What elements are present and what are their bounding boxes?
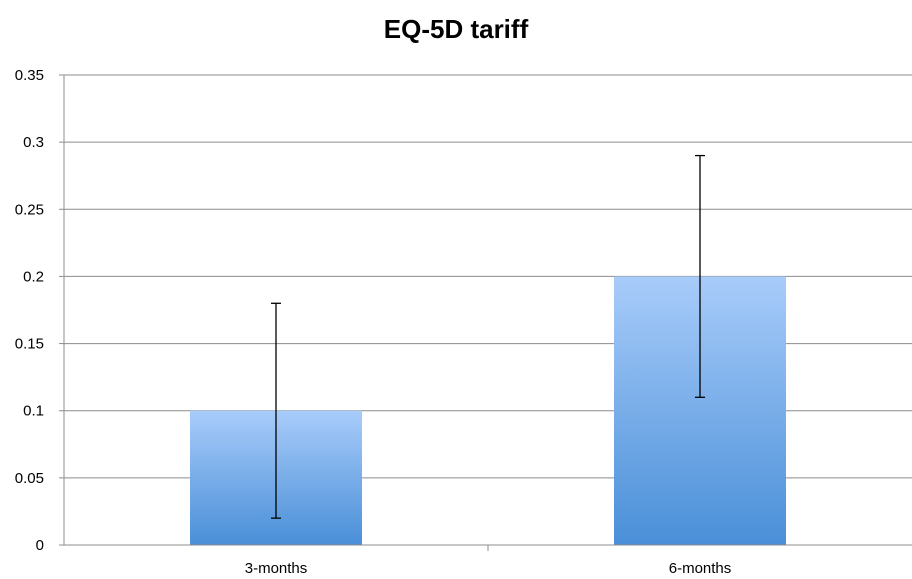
y-tick-label: 0.25	[15, 201, 44, 218]
y-tick-label: 0.3	[23, 134, 44, 151]
x-category-label: 3-months	[245, 560, 308, 577]
y-tick-label: 0	[36, 537, 44, 554]
y-tick-label: 0.15	[15, 336, 44, 353]
chart-title: EQ-5D tariff	[383, 14, 529, 44]
y-tick-labels: 0 0.05 0.1 0.15 0.2 0.25 0.3 0.35	[15, 67, 44, 554]
error-bars	[271, 154, 705, 519]
y-tick-label: 0.35	[15, 67, 44, 84]
x-category-labels: 3-months 6-months	[245, 560, 732, 577]
axes	[63, 75, 912, 551]
y-tick-label: 0.2	[23, 268, 44, 285]
bars	[190, 276, 786, 545]
y-tick-label: 0.1	[23, 403, 44, 420]
y-tick-label: 0.05	[15, 470, 44, 487]
x-category-label: 6-months	[669, 560, 732, 577]
